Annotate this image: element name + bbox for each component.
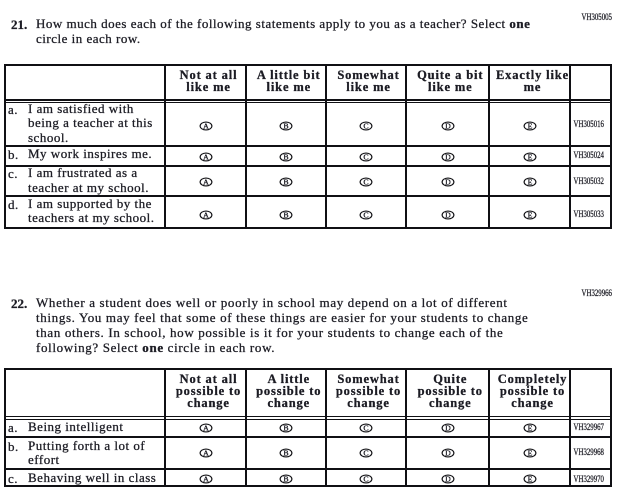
svg-text:B: B bbox=[284, 448, 289, 457]
svg-text:B: B bbox=[284, 178, 289, 187]
svg-text:A: A bbox=[203, 474, 209, 483]
svg-text:C: C bbox=[363, 448, 368, 457]
svg-text:E: E bbox=[527, 474, 532, 483]
svg-text:C: C bbox=[363, 210, 368, 219]
svg-text:E: E bbox=[527, 152, 532, 161]
svg-text:A: A bbox=[203, 448, 209, 457]
svg-text:A: A bbox=[203, 121, 209, 130]
svg-text:D: D bbox=[445, 424, 451, 433]
svg-text:D: D bbox=[445, 178, 451, 187]
svg-text:A: A bbox=[203, 210, 209, 219]
svg-text:A: A bbox=[203, 178, 209, 187]
svg-text:C: C bbox=[363, 424, 368, 433]
svg-text:E: E bbox=[527, 210, 532, 219]
svg-text:D: D bbox=[445, 448, 451, 457]
svg-text:A: A bbox=[203, 152, 209, 161]
svg-text:C: C bbox=[363, 474, 368, 483]
svg-text:E: E bbox=[527, 121, 532, 130]
svg-text:B: B bbox=[284, 210, 289, 219]
svg-text:E: E bbox=[527, 424, 532, 433]
svg-text:B: B bbox=[284, 474, 289, 483]
svg-text:D: D bbox=[445, 152, 451, 161]
svg-text:D: D bbox=[445, 474, 451, 483]
svg-text:B: B bbox=[284, 121, 289, 130]
svg-text:B: B bbox=[284, 152, 289, 161]
svg-text:C: C bbox=[363, 152, 368, 161]
svg-text:B: B bbox=[284, 424, 289, 433]
svg-text:E: E bbox=[527, 178, 532, 187]
svg-text:C: C bbox=[363, 121, 368, 130]
svg-text:D: D bbox=[445, 210, 451, 219]
svg-text:A: A bbox=[203, 424, 209, 433]
svg-text:E: E bbox=[527, 448, 532, 457]
svg-text:D: D bbox=[445, 121, 451, 130]
svg-text:C: C bbox=[363, 178, 368, 187]
